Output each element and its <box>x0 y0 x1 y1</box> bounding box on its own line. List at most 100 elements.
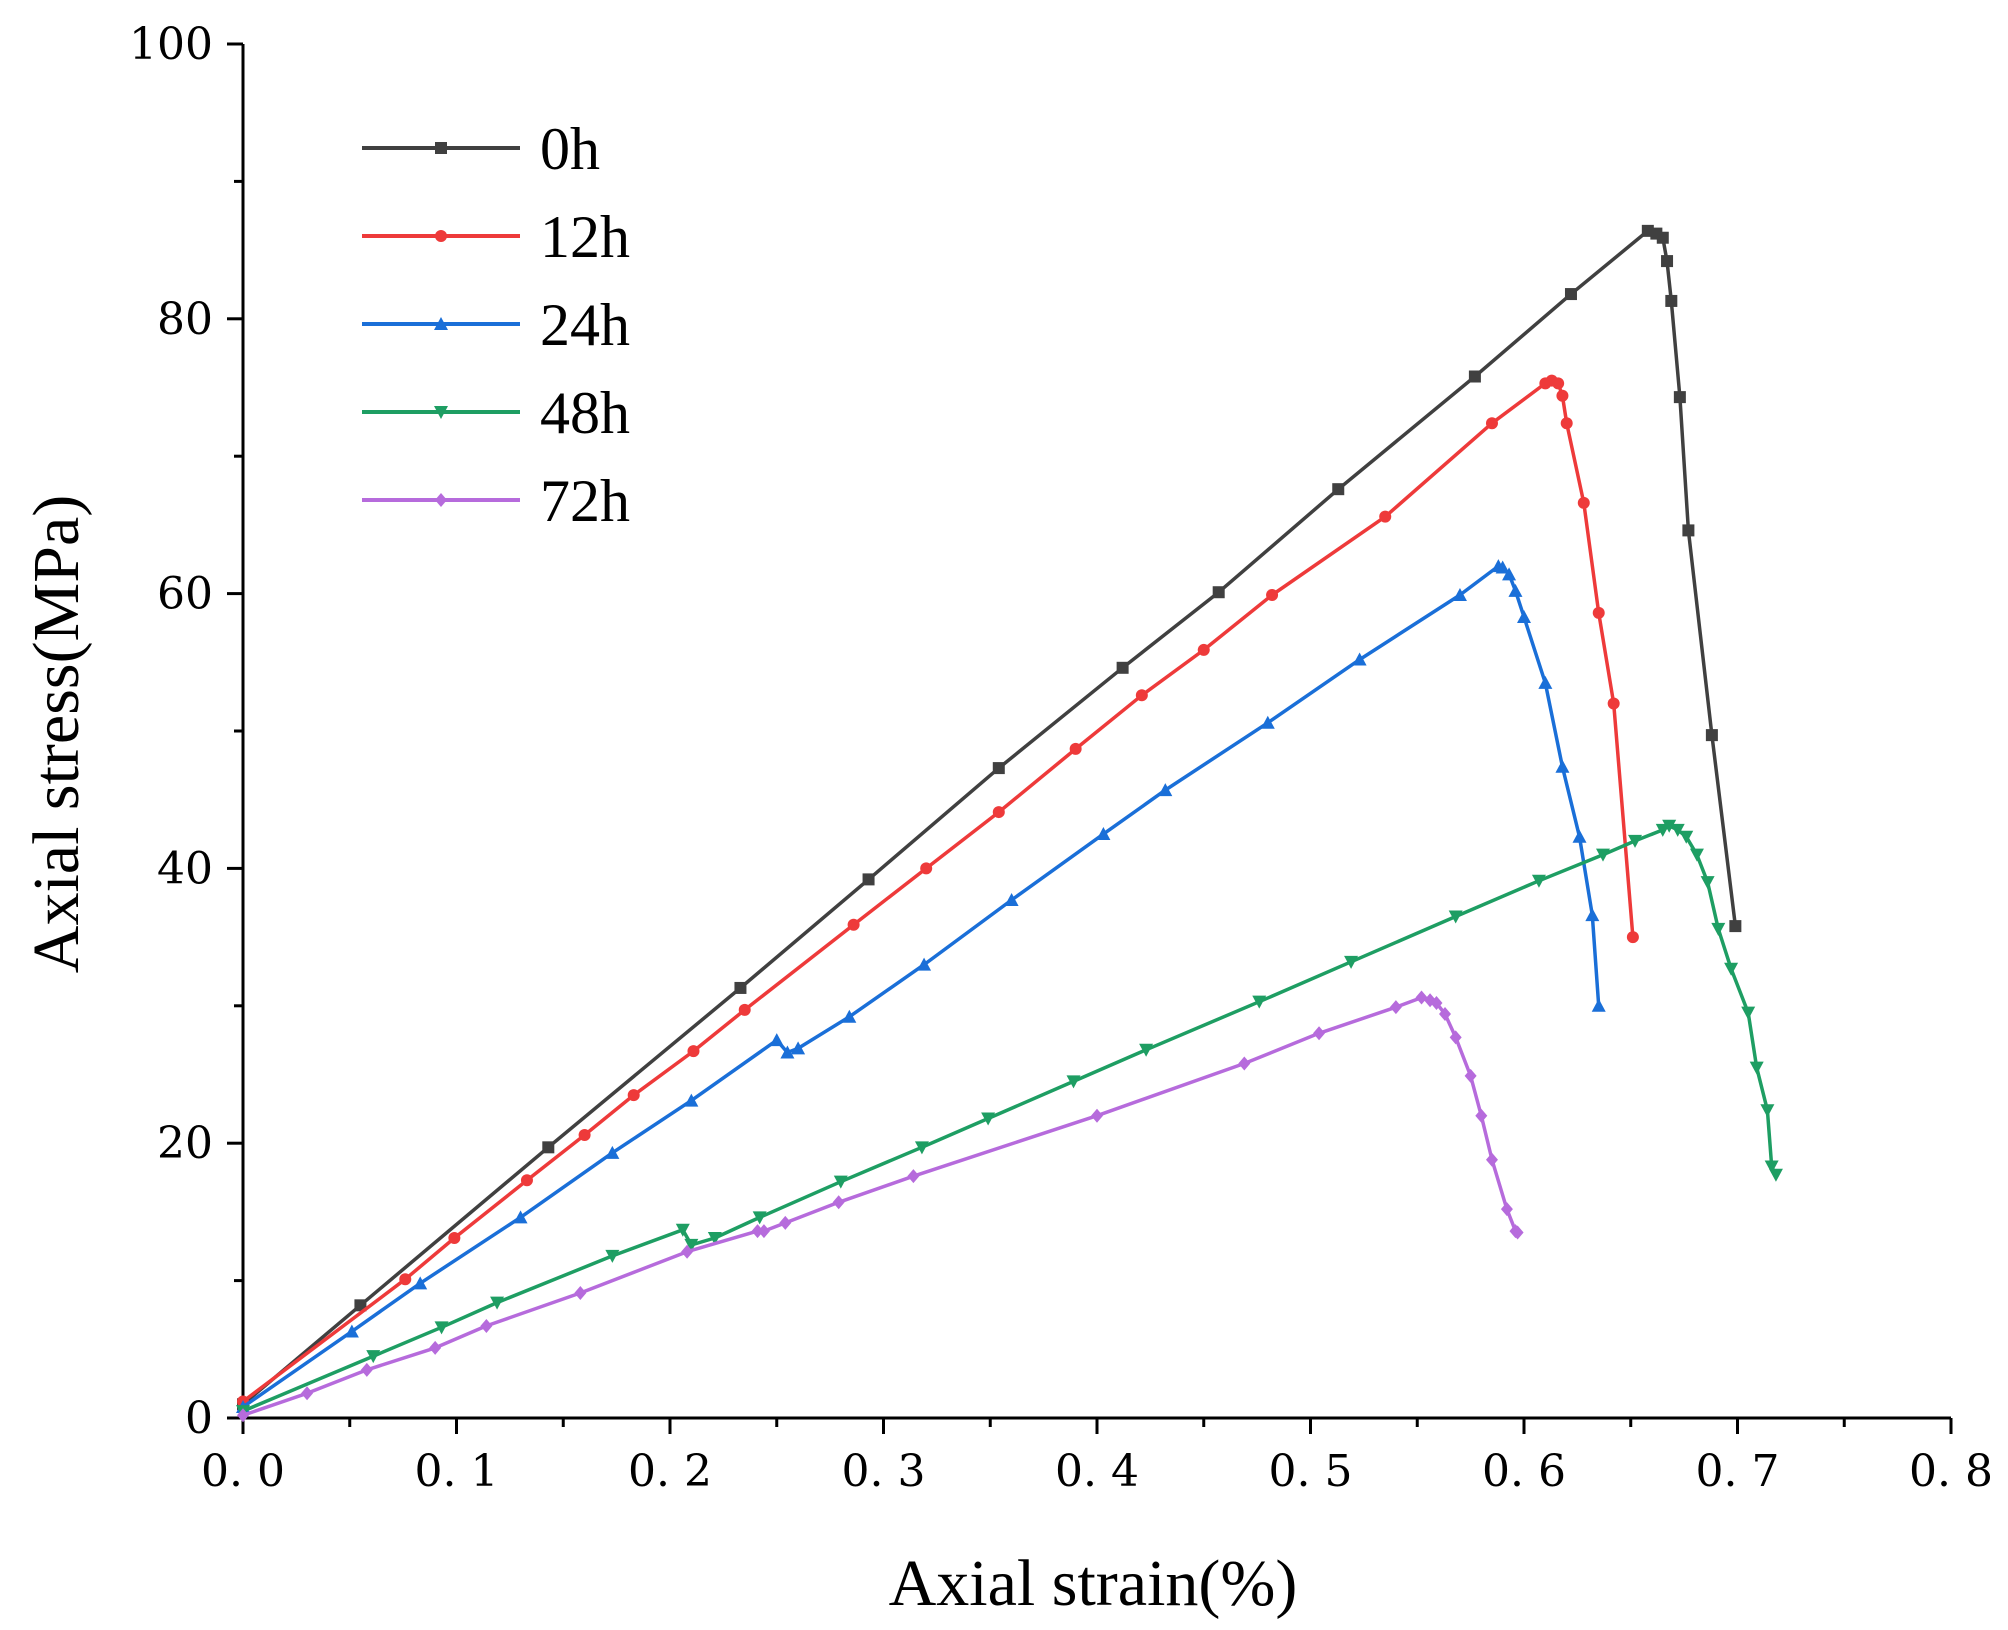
x-tick-label: 0. 0 <box>201 1446 285 1497</box>
data-point-0h <box>1661 255 1674 268</box>
series-layer <box>236 224 1783 1423</box>
data-point-12h <box>920 862 933 875</box>
data-point-24h <box>1260 715 1275 729</box>
data-point-48h <box>1749 1061 1764 1075</box>
data-point-12h <box>1069 742 1082 755</box>
data-point-72h <box>1313 1026 1326 1041</box>
data-point-48h <box>684 1238 699 1252</box>
data-point-0h <box>1212 586 1225 599</box>
data-point-48h <box>1628 834 1643 848</box>
legend-marker-72h <box>435 493 447 507</box>
x-tick-label: 0. 7 <box>1696 1446 1780 1497</box>
data-point-48h <box>1764 1160 1779 1174</box>
data-point-48h <box>1662 819 1677 833</box>
data-point-0h <box>992 762 1005 775</box>
data-point-12h <box>687 1045 700 1058</box>
y-tick-label: 100 <box>129 19 213 70</box>
x-tick-label: 0. 5 <box>1269 1446 1353 1497</box>
data-point-12h <box>1577 496 1590 509</box>
legend-label-72h: 72h <box>540 468 630 534</box>
data-point-48h <box>1679 830 1694 844</box>
data-point-12h <box>627 1089 640 1102</box>
data-point-12h <box>1626 931 1639 944</box>
data-point-48h <box>1670 823 1685 837</box>
y-tick-label: 60 <box>157 569 213 620</box>
data-point-48h <box>1344 955 1359 969</box>
series-12h <box>237 374 1639 1408</box>
data-point-48h <box>366 1350 381 1364</box>
legend-marker-12h <box>435 230 447 242</box>
data-point-24h <box>1158 783 1173 797</box>
data-point-72h <box>1430 996 1443 1011</box>
data-point-24h <box>791 1041 806 1055</box>
series-24h <box>236 559 1606 1414</box>
data-point-48h <box>833 1175 848 1189</box>
y-tick-label: 0 <box>185 1393 213 1444</box>
data-point-72h <box>1511 1225 1524 1240</box>
data-point-48h <box>914 1141 929 1155</box>
data-point-0h <box>354 1299 367 1312</box>
data-point-72h <box>751 1224 764 1239</box>
data-point-24h <box>1517 609 1531 623</box>
data-point-72h <box>360 1362 373 1377</box>
y-tick-label: 20 <box>157 1118 213 1169</box>
data-point-48h <box>1448 910 1463 924</box>
data-point-48h <box>1252 995 1267 1009</box>
data-point-24h <box>344 1324 359 1338</box>
data-point-12h <box>1266 588 1279 601</box>
data-point-24h <box>842 1009 857 1023</box>
data-point-0h <box>542 1141 555 1154</box>
data-point-0h <box>1682 524 1695 537</box>
data-point-48h <box>1741 1006 1756 1020</box>
data-point-72h <box>480 1318 493 1333</box>
data-point-48h <box>490 1296 505 1310</box>
series-48h <box>236 819 1783 1419</box>
data-point-24h <box>1591 998 1606 1012</box>
data-point-12h <box>448 1232 461 1245</box>
y-axis-ticks: 0 20 40 60 80 100 <box>129 19 243 1444</box>
data-point-72h <box>1449 1030 1462 1045</box>
data-point-0h <box>1729 920 1742 933</box>
data-point-12h <box>738 1003 751 1016</box>
data-point-0h <box>1673 391 1686 404</box>
data-point-48h <box>675 1223 690 1237</box>
data-point-0h <box>1705 729 1718 742</box>
x-tick-label: 0. 1 <box>415 1446 499 1497</box>
data-point-72h <box>907 1169 920 1184</box>
data-point-24h <box>513 1210 528 1224</box>
data-point-24h <box>605 1145 620 1159</box>
x-axis-title: Axial strain(%) <box>889 1547 1298 1620</box>
data-point-48h <box>1531 874 1546 888</box>
data-point-0h <box>1332 483 1345 496</box>
data-point-48h <box>1595 848 1610 862</box>
data-point-72h <box>1238 1056 1251 1071</box>
legend-label-48h: 48h <box>540 380 630 446</box>
data-point-24h <box>1555 759 1570 773</box>
data-point-24h <box>1572 829 1587 843</box>
data-point-48h <box>1760 1104 1775 1118</box>
data-point-24h <box>1495 560 1510 574</box>
y-tick-label: 40 <box>157 843 213 894</box>
data-point-48h <box>707 1232 722 1246</box>
legend-label-12h: 12h <box>540 204 630 270</box>
data-point-24h <box>1352 652 1367 666</box>
data-point-24h <box>1538 675 1553 689</box>
data-point-12h <box>1556 389 1569 402</box>
data-point-48h <box>752 1211 767 1225</box>
legend-label-24h: 24h <box>540 292 630 358</box>
data-point-72h <box>237 1408 249 1423</box>
data-point-12h <box>578 1128 591 1141</box>
x-tick-label: 0. 8 <box>1909 1446 1993 1497</box>
data-point-72h <box>1439 1007 1452 1022</box>
data-point-24h <box>1096 827 1111 841</box>
data-point-24h <box>684 1093 699 1107</box>
data-point-72h <box>681 1244 694 1259</box>
legend-marker-48h <box>434 406 448 419</box>
data-point-0h <box>734 981 747 994</box>
x-tick-label: 0. 6 <box>1482 1446 1566 1497</box>
data-point-24h <box>1585 908 1600 922</box>
data-point-72h <box>1475 1108 1488 1123</box>
data-point-72h <box>301 1386 314 1401</box>
series-line-0h <box>241 229 1738 1406</box>
data-point-12h <box>847 918 860 931</box>
